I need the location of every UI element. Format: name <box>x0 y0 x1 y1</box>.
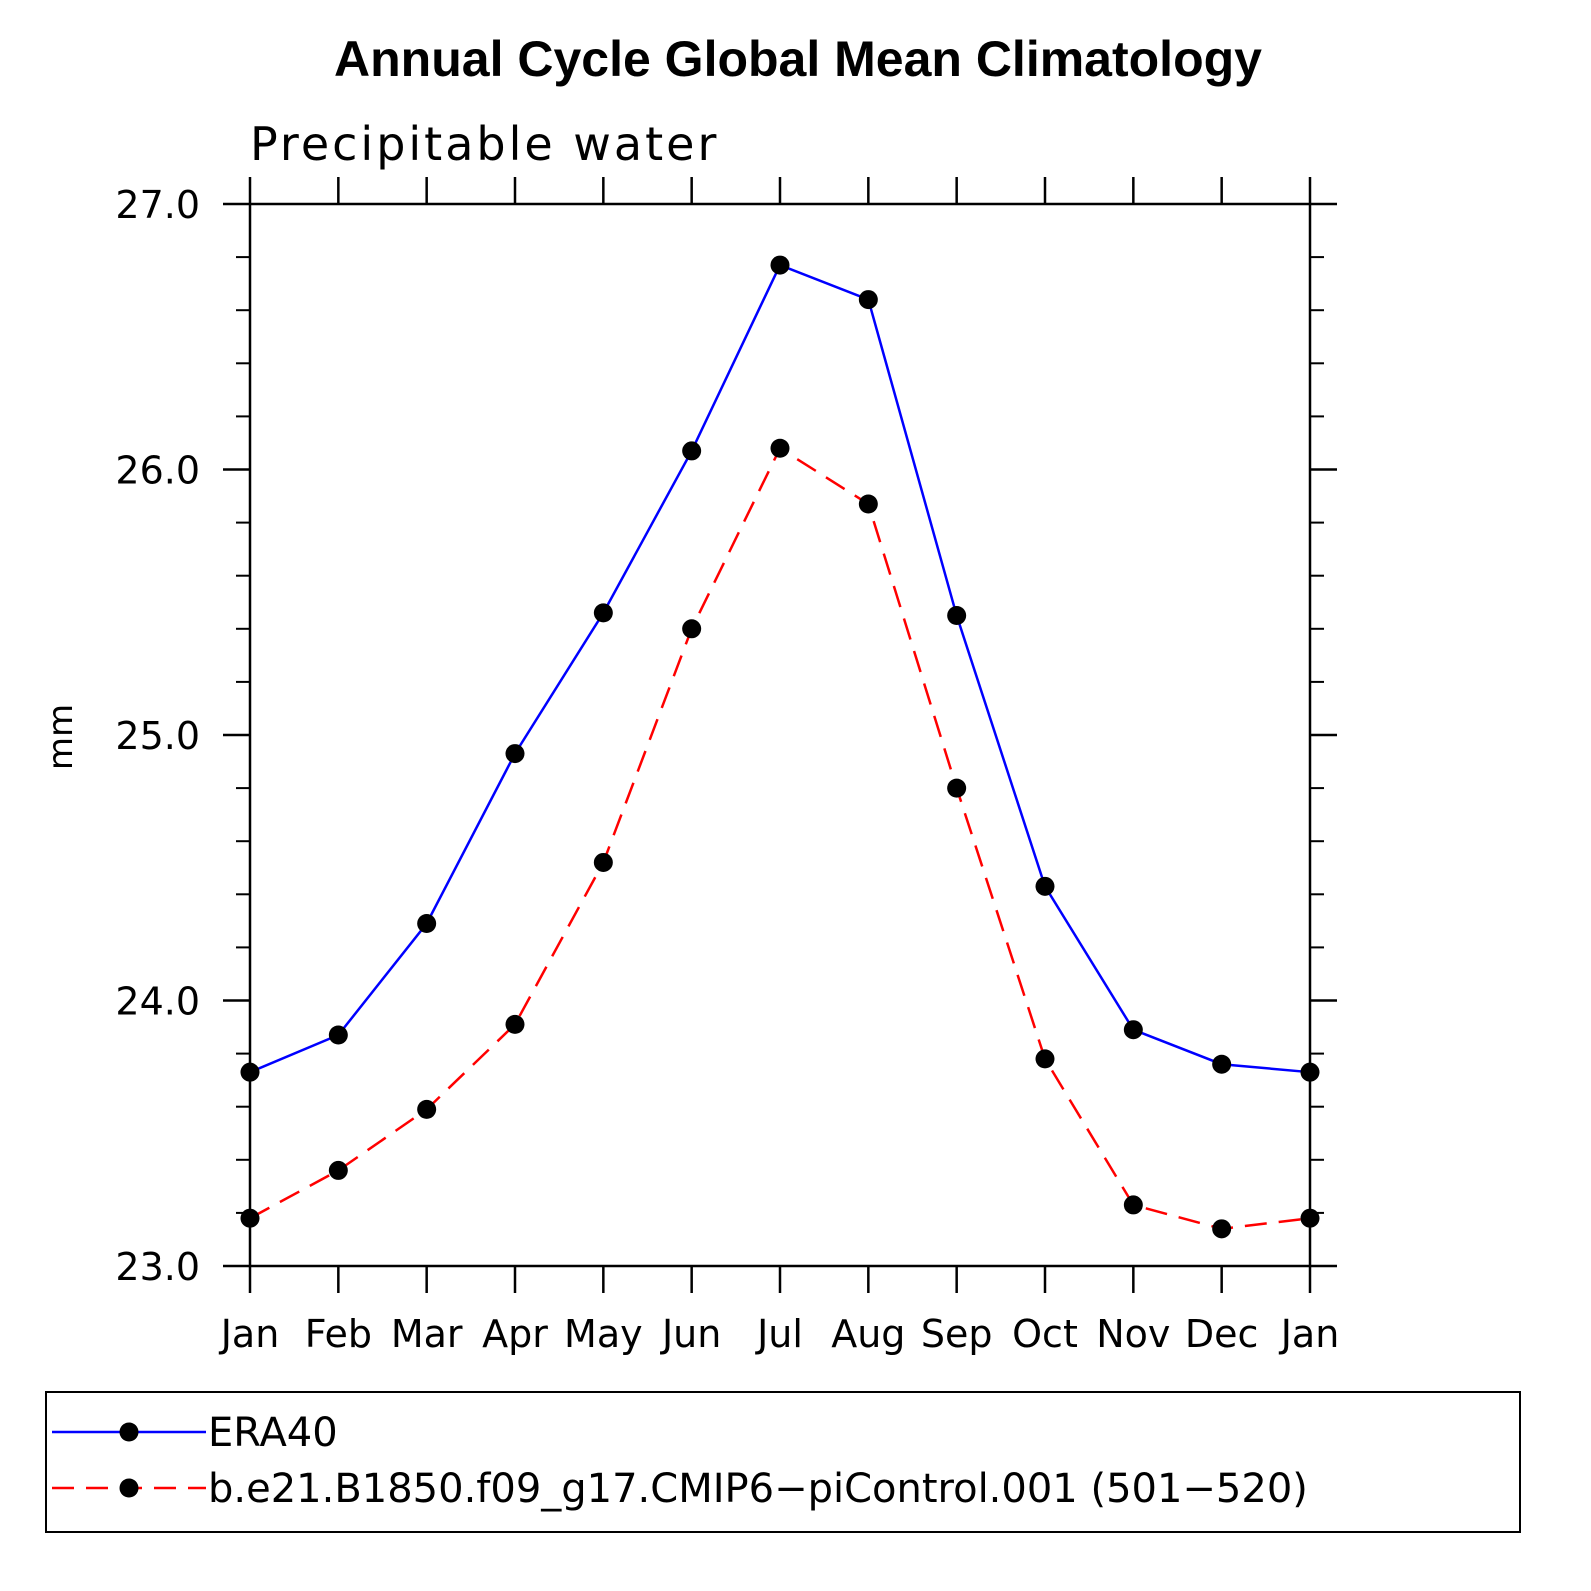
series-0-point <box>947 606 967 626</box>
series-0-point <box>1123 1020 1143 1040</box>
y-tick-label: 26.0 <box>115 449 200 493</box>
series-line-1 <box>249 446 1311 1231</box>
plot-frame <box>248 202 1312 1268</box>
legend-marker-0 <box>119 1422 139 1442</box>
y-tick-label: 23.0 <box>115 1245 200 1289</box>
series-1-point <box>593 852 613 872</box>
legend-entries: ERA40 b.e21.B1850.f09_g17.CMIP6−piControl… <box>52 1410 1308 1512</box>
series-1-point <box>1212 1219 1232 1239</box>
y-tick-label: 25.0 <box>115 714 200 758</box>
x-tick-label: Feb <box>305 1312 372 1356</box>
series-0-point <box>682 441 702 461</box>
y-tick-label: 24.0 <box>115 980 200 1024</box>
series-0-point <box>417 914 437 934</box>
x-tick-label: Jul <box>755 1312 803 1356</box>
series-0-point <box>858 290 878 310</box>
series-1-point <box>858 494 878 514</box>
legend-label-0: ERA40 <box>208 1410 338 1456</box>
series-1-point <box>328 1160 348 1180</box>
x-tick-label: Sep <box>921 1312 993 1356</box>
series-line-0 <box>249 263 1311 1074</box>
y-tick-label: 27.0 <box>115 183 200 227</box>
series-markers <box>240 255 1320 1239</box>
x-tick-label: Jan <box>1279 1312 1340 1356</box>
x-tick-label: Jan <box>219 1312 280 1356</box>
x-tick-label: Oct <box>1012 1312 1078 1356</box>
legend-box <box>45 1391 1521 1533</box>
legend-marker-1 <box>119 1478 139 1498</box>
series-1-point <box>417 1099 437 1119</box>
x-tick-label: Nov <box>1096 1312 1170 1356</box>
series-1-point <box>770 438 790 458</box>
series-0-point <box>328 1025 348 1045</box>
x-tick-label: Mar <box>391 1312 463 1356</box>
x-tick-label: Dec <box>1185 1312 1259 1356</box>
x-tick-label: May <box>564 1312 643 1356</box>
series-lines <box>249 263 1311 1231</box>
series-1-point <box>505 1014 525 1034</box>
chart-title: Annual Cycle Global Mean Climatology <box>334 31 1262 87</box>
series-1-point <box>1123 1195 1143 1215</box>
y-axis-label: mm <box>41 704 81 770</box>
series-0-point <box>505 744 525 764</box>
axis-ticks <box>223 177 1337 1293</box>
chart-subtitle: Precipitable water <box>250 117 719 171</box>
series-1-point <box>1035 1049 1055 1069</box>
series-1-point <box>682 619 702 639</box>
series-0-point <box>1212 1054 1232 1074</box>
tick-labels: Jan Feb Mar Apr May Jun Jul Aug Sep Oct Nov Dec Jan 2… <box>115 183 1339 1356</box>
legend-label-1: b.e21.B1850.f09_g17.CMIP6−piControl.001 … <box>208 1466 1308 1512</box>
x-tick-label: Jun <box>660 1312 721 1356</box>
x-tick-label: Apr <box>482 1312 548 1356</box>
series-1-point <box>947 778 967 798</box>
series-0-point <box>1035 876 1055 896</box>
series-0-point <box>770 255 790 275</box>
series-0-point <box>593 603 613 623</box>
x-tick-label: Aug <box>831 1312 905 1356</box>
legend: ERA40 b.e21.B1850.f09_g17.CMIP6−piControl… <box>45 1391 1521 1533</box>
